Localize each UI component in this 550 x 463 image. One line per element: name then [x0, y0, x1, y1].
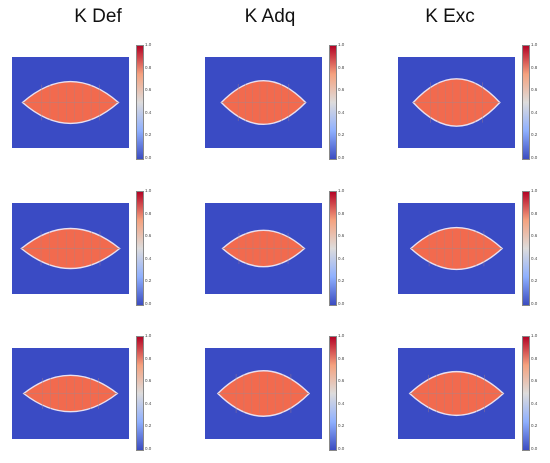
colorbar-tick-label: 0.0 [145, 155, 152, 160]
colorbar [136, 191, 144, 306]
leaf-heatmap [205, 348, 322, 439]
colorbar-tick-label: 0.4 [338, 109, 345, 115]
colorbar-tick-label: 1.0 [531, 42, 538, 47]
leaf-heatmap [205, 57, 322, 148]
colorbar-tick-label: 0.2 [338, 278, 345, 284]
colorbar-tick-label: 1.0 [338, 42, 345, 47]
colorbar-tick-label: 0.8 [338, 355, 345, 361]
colorbar-tick-label: 0.4 [145, 109, 152, 115]
colorbar-tick-label: 0.6 [145, 378, 152, 384]
colorbar-tick-label: 0.6 [338, 87, 345, 93]
colorbar-tick-label: 0.2 [145, 423, 152, 429]
colorbar-tick-label: 0.8 [145, 210, 152, 216]
colorbar-tick-label: 0.2 [145, 278, 152, 284]
colorbar [522, 191, 530, 306]
leaf-heatmap [398, 348, 515, 439]
leaf-heatmap [205, 203, 322, 294]
colorbar-tick-label: 1.0 [145, 333, 152, 338]
colorbar-tick-label: 0.2 [531, 132, 538, 138]
colorbar-tick-label: 0.0 [531, 446, 538, 451]
colorbar-tick-label: 0.0 [338, 301, 345, 306]
colorbar [136, 45, 144, 160]
colorbar [329, 336, 337, 451]
colorbar-tick-label: 1.0 [531, 333, 538, 338]
colorbar-tick-label: 0.2 [145, 132, 152, 138]
colorbar-tick-label: 0.0 [531, 155, 538, 160]
colorbar-tick-label: 0.4 [145, 255, 152, 261]
colorbar-tick-label: 0.4 [531, 109, 538, 115]
colorbar-tick-label: 0.4 [531, 255, 538, 261]
colorbar-tick-label: 0.0 [338, 446, 345, 451]
colorbar-tick-label: 1.0 [145, 42, 152, 47]
leaf-heatmap [12, 57, 129, 148]
column-title-k-def: K Def [74, 6, 122, 27]
colorbar-tick-label: 0.8 [531, 210, 538, 216]
colorbar-tick-label: 0.6 [531, 87, 538, 93]
colorbar-tick-label: 1.0 [531, 188, 538, 193]
leaf-heatmap [12, 348, 129, 439]
colorbar-tick-label: 0.6 [145, 233, 152, 239]
colorbar-tick-label: 0.6 [338, 233, 345, 239]
colorbar-tick-label: 0.2 [338, 423, 345, 429]
colorbar-tick-label: 0.2 [531, 278, 538, 284]
colorbar-tick-label: 0.8 [145, 355, 152, 361]
colorbar-tick-label: 0.8 [531, 355, 538, 361]
colorbar [136, 336, 144, 451]
colorbar [522, 45, 530, 160]
colorbar-tick-label: 1.0 [338, 188, 345, 193]
colorbar-tick-label: 0.6 [338, 378, 345, 384]
colorbar-tick-label: 0.6 [531, 378, 538, 384]
colorbar-tick-label: 0.8 [338, 64, 345, 70]
colorbar-tick-label: 0.0 [531, 301, 538, 306]
leaf-heatmap [12, 203, 129, 294]
leaf-heatmap [398, 203, 515, 294]
colorbar-tick-label: 0.0 [145, 301, 152, 306]
colorbar [329, 45, 337, 160]
colorbar-tick-label: 0.6 [145, 87, 152, 93]
colorbar [329, 191, 337, 306]
column-title-k-exc: K Exc [425, 6, 475, 27]
colorbar-tick-label: 0.8 [338, 210, 345, 216]
colorbar-tick-label: 0.2 [531, 423, 538, 429]
colorbar-tick-label: 1.0 [338, 333, 345, 338]
colorbar-tick-label: 0.4 [338, 255, 345, 261]
colorbar-tick-label: 1.0 [145, 188, 152, 193]
colorbar-tick-label: 0.2 [338, 132, 345, 138]
leaf-heatmap [398, 57, 515, 148]
colorbar-tick-label: 0.0 [338, 155, 345, 160]
colorbar-tick-label: 0.4 [338, 400, 345, 406]
colorbar-tick-label: 0.8 [531, 64, 538, 70]
colorbar [522, 336, 530, 451]
colorbar-tick-label: 0.6 [531, 233, 538, 239]
colorbar-tick-label: 0.4 [531, 400, 538, 406]
colorbar-tick-label: 0.4 [145, 400, 152, 406]
colorbar-tick-label: 0.0 [145, 446, 152, 451]
colorbar-tick-label: 0.8 [145, 64, 152, 70]
column-title-k-adq: K Adq [244, 6, 296, 27]
